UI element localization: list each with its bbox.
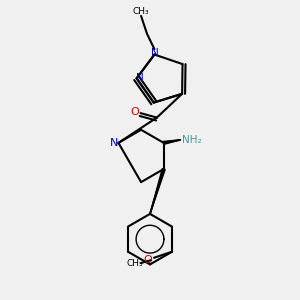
Text: NH₂: NH₂ [182,135,201,145]
Text: CH₃: CH₃ [126,259,143,268]
Polygon shape [150,169,165,214]
Text: N: N [151,48,158,58]
Polygon shape [164,140,180,144]
Text: O: O [131,106,140,117]
Text: N: N [110,138,118,148]
Text: CH₃: CH₃ [133,7,149,16]
Text: N: N [136,73,143,83]
Text: O: O [143,255,152,265]
